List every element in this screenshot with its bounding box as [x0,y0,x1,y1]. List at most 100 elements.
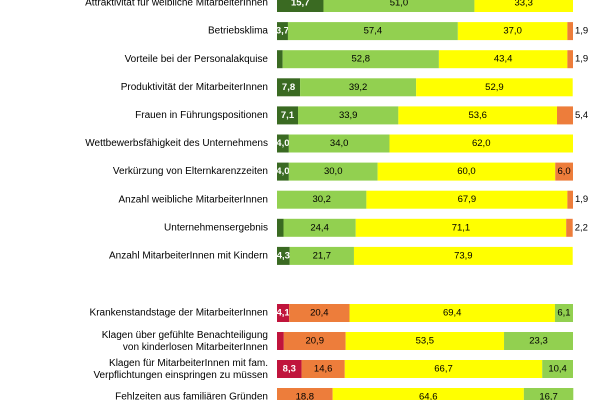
category-label: Anzahl MitarbeiterInnen mit Kindern [109,251,268,262]
value-label: 52,9 [485,82,504,93]
bar-segment [277,304,290,322]
category-label-line: Verpflichtungen einspringen zu müssen [93,370,268,381]
category-label-line: von kinderlosen MitarbeiterInnen [123,342,268,353]
bar-segment [332,388,524,400]
category-label: Vorteile bei der Personalakquise [125,54,269,65]
bar-segment [474,0,573,12]
bar-segment [355,218,567,237]
value-label: 7,1 [281,110,295,121]
bar-segment [277,388,333,400]
bar-segment [277,22,288,41]
bar-segment [277,332,284,350]
bar-segment [287,22,458,41]
category-label: Unternehmensergebnis [164,222,268,233]
value-label: 2,2 [575,222,588,233]
value-label: 3,7 [276,26,289,37]
bar-segment [323,0,475,12]
value-label: 24,4 [310,222,329,233]
value-label: 14,6 [314,364,333,375]
value-label: 7,8 [282,82,295,93]
bar-segment [438,50,568,69]
bar-segment [289,304,350,322]
bar-segment [282,50,439,69]
value-label: 4,0 [276,138,289,149]
bar-segment [389,134,573,153]
value-label: 62,0 [472,138,491,149]
bar-segment [457,22,568,41]
value-label: 73,9 [454,250,473,261]
value-label: 66,7 [434,364,453,375]
value-label: 60,0 [457,166,476,177]
value-label: 1,9 [575,26,588,37]
bar-segment [277,162,289,181]
bar-segment [353,246,573,265]
value-label: 33,3 [514,0,533,9]
category-label: Wettbewerbsfähigkeit des Unternehmens [85,138,268,149]
bar-segment [277,360,302,378]
bar-segment [301,360,345,378]
value-label: 10,4 [548,364,567,375]
category-label: Krankenstandstage der MitarbeiterInnen [90,308,268,319]
value-label: 67,9 [458,194,477,205]
category-label: Klagen für MitarbeiterInnen mit fam. Verp… [93,358,268,381]
value-label: 15,7 [291,0,310,9]
value-label: 4,0 [276,166,289,177]
value-label: 52,8 [352,54,371,65]
bar-segment [523,388,574,400]
value-label: 20,4 [310,308,329,319]
bar-segment [344,360,543,378]
value-label: 21,7 [313,250,332,261]
value-label: 18,8 [296,392,315,400]
category-label: Anzahl weibliche MitarbeiterInnen [118,194,268,205]
bar-segment [567,50,573,69]
value-label: 53,5 [416,336,435,347]
value-label: 64,6 [419,392,438,400]
bar-segment [298,106,399,125]
bar-segment [277,134,289,153]
value-label: 30,0 [324,166,343,177]
bar-segment [283,218,356,237]
category-label: Attraktivität für weibliche MitarbeiterI… [85,0,268,9]
category-label: Betriebsklima [208,26,268,37]
value-label: 4,3 [277,250,290,261]
bar-segment [277,50,283,69]
category-label: Klagen über gefühlte Benachteiligung von … [102,330,268,353]
value-label: 30,2 [312,194,331,205]
bar-segment [398,106,558,125]
bar-segment [289,246,354,265]
bar-segment [504,332,573,350]
value-label: 1,9 [575,194,588,205]
value-label: 6,1 [557,308,570,319]
bar-segment [566,218,573,237]
bar-segment [283,332,346,350]
bar-segment [277,190,367,209]
value-label: 69,4 [443,308,462,319]
bar-segment [277,78,301,97]
bar-segment [567,190,573,209]
value-label: 57,4 [364,26,383,37]
value-label: 8,3 [283,364,296,375]
bar-segment [542,360,573,378]
value-label: 4,1 [276,308,290,319]
bar-segment [288,134,390,153]
value-label: 39,2 [349,82,368,93]
bar-segment [288,162,378,181]
category-label-line: Klagen über gefühlte Benachteiligung [102,330,268,341]
category-label-line: Klagen für MitarbeiterInnen mit fam. [109,358,268,369]
value-label: 53,6 [468,110,487,121]
value-label: 43,4 [494,54,513,65]
category-label: Fehlzeiten aus familiären Gründen [115,392,268,400]
bar-segment [557,106,573,125]
value-label: 34,0 [330,138,349,149]
bar-segment [277,246,290,265]
bar-segment [277,106,299,125]
bar-segment [349,304,555,322]
bar-segment [277,0,324,12]
bar-segment [277,218,284,237]
bar-segment [555,162,573,181]
value-label: 33,9 [339,110,358,121]
value-label: 20,9 [305,336,324,347]
value-label: 16,7 [539,392,558,400]
value-label: 5,4 [575,110,588,121]
